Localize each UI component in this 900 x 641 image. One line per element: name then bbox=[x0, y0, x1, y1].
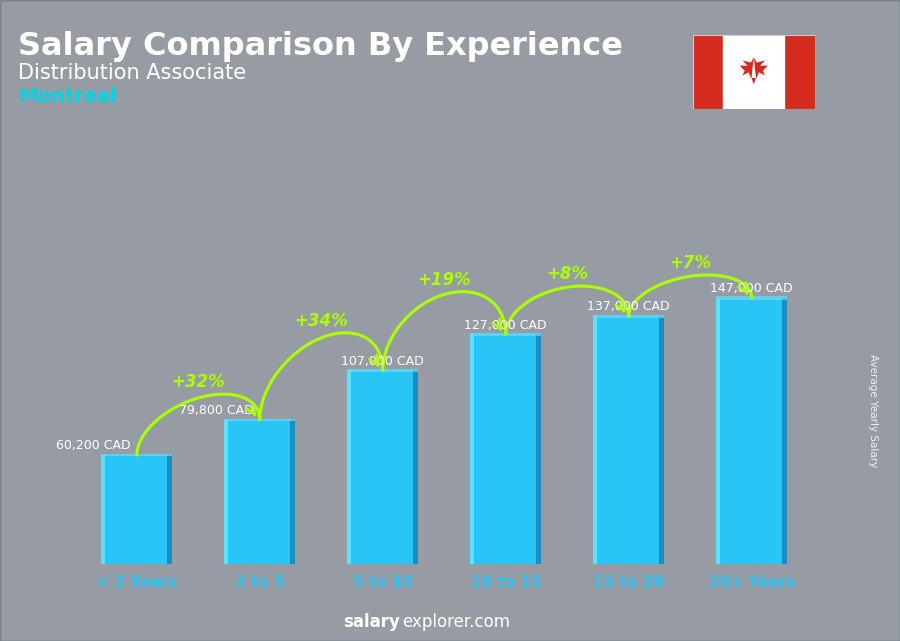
Bar bbox=[693, 35, 724, 109]
Text: 79,800 CAD: 79,800 CAD bbox=[179, 404, 254, 417]
Text: +19%: +19% bbox=[418, 271, 471, 289]
Text: +7%: +7% bbox=[670, 254, 711, 272]
Text: Montreal: Montreal bbox=[18, 87, 117, 106]
Bar bbox=[291, 420, 295, 564]
Bar bbox=[716, 298, 788, 564]
Bar bbox=[101, 455, 105, 564]
PathPatch shape bbox=[740, 58, 768, 85]
Text: 127,000 CAD: 127,000 CAD bbox=[464, 319, 547, 331]
Bar bbox=[660, 316, 664, 564]
Bar bbox=[716, 298, 720, 564]
Text: +8%: +8% bbox=[546, 265, 589, 283]
Bar bbox=[347, 370, 419, 564]
Text: Distribution Associate: Distribution Associate bbox=[18, 63, 246, 83]
Text: +34%: +34% bbox=[294, 312, 348, 330]
Bar bbox=[347, 369, 419, 372]
Bar bbox=[224, 419, 295, 420]
Text: explorer.com: explorer.com bbox=[402, 613, 510, 631]
Text: Average Yearly Salary: Average Yearly Salary bbox=[868, 354, 878, 467]
Text: salary: salary bbox=[343, 613, 400, 631]
Bar bbox=[593, 316, 598, 564]
Bar bbox=[536, 334, 542, 564]
Bar bbox=[782, 298, 788, 564]
Text: +32%: +32% bbox=[171, 374, 225, 392]
Bar bbox=[593, 316, 664, 564]
Text: 107,000 CAD: 107,000 CAD bbox=[341, 354, 424, 368]
Bar bbox=[470, 334, 542, 564]
Bar bbox=[101, 454, 173, 456]
Bar bbox=[593, 315, 664, 317]
Text: 60,200 CAD: 60,200 CAD bbox=[57, 440, 131, 453]
Bar bbox=[167, 455, 173, 564]
Bar bbox=[224, 420, 295, 564]
Text: 147,000 CAD: 147,000 CAD bbox=[710, 282, 793, 296]
Bar bbox=[716, 296, 788, 299]
Bar bbox=[784, 35, 814, 109]
Text: Salary Comparison By Experience: Salary Comparison By Experience bbox=[18, 31, 623, 62]
Bar bbox=[470, 333, 542, 336]
Bar bbox=[101, 455, 173, 564]
Bar bbox=[224, 420, 229, 564]
Text: 137,000 CAD: 137,000 CAD bbox=[588, 301, 670, 313]
Bar bbox=[413, 370, 418, 564]
Bar bbox=[470, 334, 474, 564]
Bar bbox=[724, 35, 784, 109]
Bar bbox=[347, 370, 351, 564]
